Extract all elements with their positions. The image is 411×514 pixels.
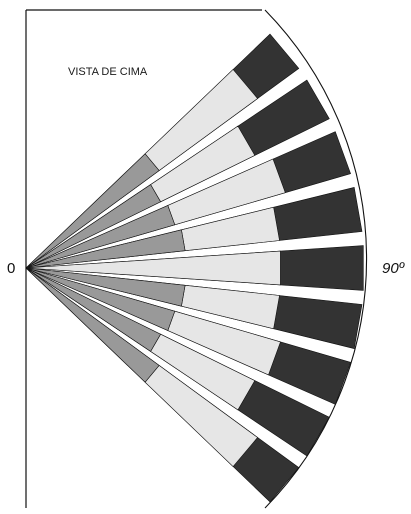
range-arc	[264, 9, 368, 509]
detection-beams	[25, 33, 364, 503]
beam-6-inner-segment	[25, 267, 186, 307]
origin-label: 0	[7, 260, 15, 277]
beam-2-inner-segment	[25, 184, 162, 269]
beam-9-inner-segment	[25, 267, 160, 383]
angle-label: 90º	[382, 260, 406, 277]
beam-4-inner-segment	[25, 229, 186, 269]
view-title: VISTA DE CIMA	[68, 66, 148, 78]
beam-1-inner-segment	[25, 153, 160, 269]
beam-7-inner-segment	[25, 267, 176, 331]
beam-5-middle-segment	[25, 250, 281, 286]
beam-3-inner-segment	[25, 205, 176, 269]
beam-8-inner-segment	[25, 267, 162, 352]
